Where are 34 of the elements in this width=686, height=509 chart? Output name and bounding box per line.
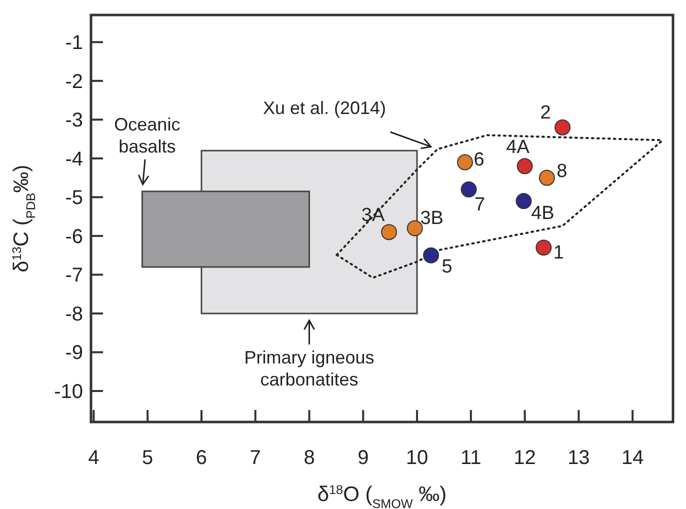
annotation: Oceanic basalts (114, 114, 180, 156)
x-tick-label: 4 (88, 447, 100, 469)
x-tick-label: 9 (358, 447, 369, 469)
annotation: 2 (540, 102, 551, 124)
y-tick-label: -6 (65, 226, 83, 248)
annotation: 8 (556, 160, 568, 182)
annotation: Xu et al. (2014) (262, 98, 386, 118)
x-tick-label: 13 (568, 447, 590, 469)
annotation: 4A (506, 137, 530, 158)
x-tick-label: 8 (304, 447, 315, 469)
x-tick-label: 14 (621, 447, 644, 469)
y-tick-label: -1 (65, 32, 83, 54)
y-tick-label: -10 (54, 380, 83, 403)
x-tick-label: 12 (514, 447, 536, 469)
y-tick-label: -2 (65, 70, 83, 93)
y-tick-label: -7 (65, 264, 83, 287)
annotation: 7 (474, 194, 486, 216)
annotation: 5 (442, 256, 452, 278)
x-tick-label: 7 (250, 447, 261, 469)
y-tick-label: -5 (65, 187, 83, 210)
x-axis-title: δ$^{18}$O ($_{SMOW}$ ‰) (317, 483, 447, 509)
annotation: 3B (420, 208, 444, 230)
x-tick-label: 6 (196, 447, 208, 469)
y-tick-label: -8 (65, 303, 83, 326)
annotation: 4B (531, 203, 554, 224)
annotation: 6 (474, 149, 484, 170)
x-tick-label: 10 (406, 447, 428, 469)
y-tick-label: -9 (65, 342, 83, 364)
annotation: 1 (553, 242, 564, 264)
x-tick-label: 11 (460, 447, 482, 469)
y-tick-label: -3 (65, 110, 83, 132)
y-tick-label: -4 (65, 148, 83, 170)
x-tick-label: 5 (142, 447, 154, 469)
annotation: Primary igneous carbonatites (244, 347, 374, 390)
